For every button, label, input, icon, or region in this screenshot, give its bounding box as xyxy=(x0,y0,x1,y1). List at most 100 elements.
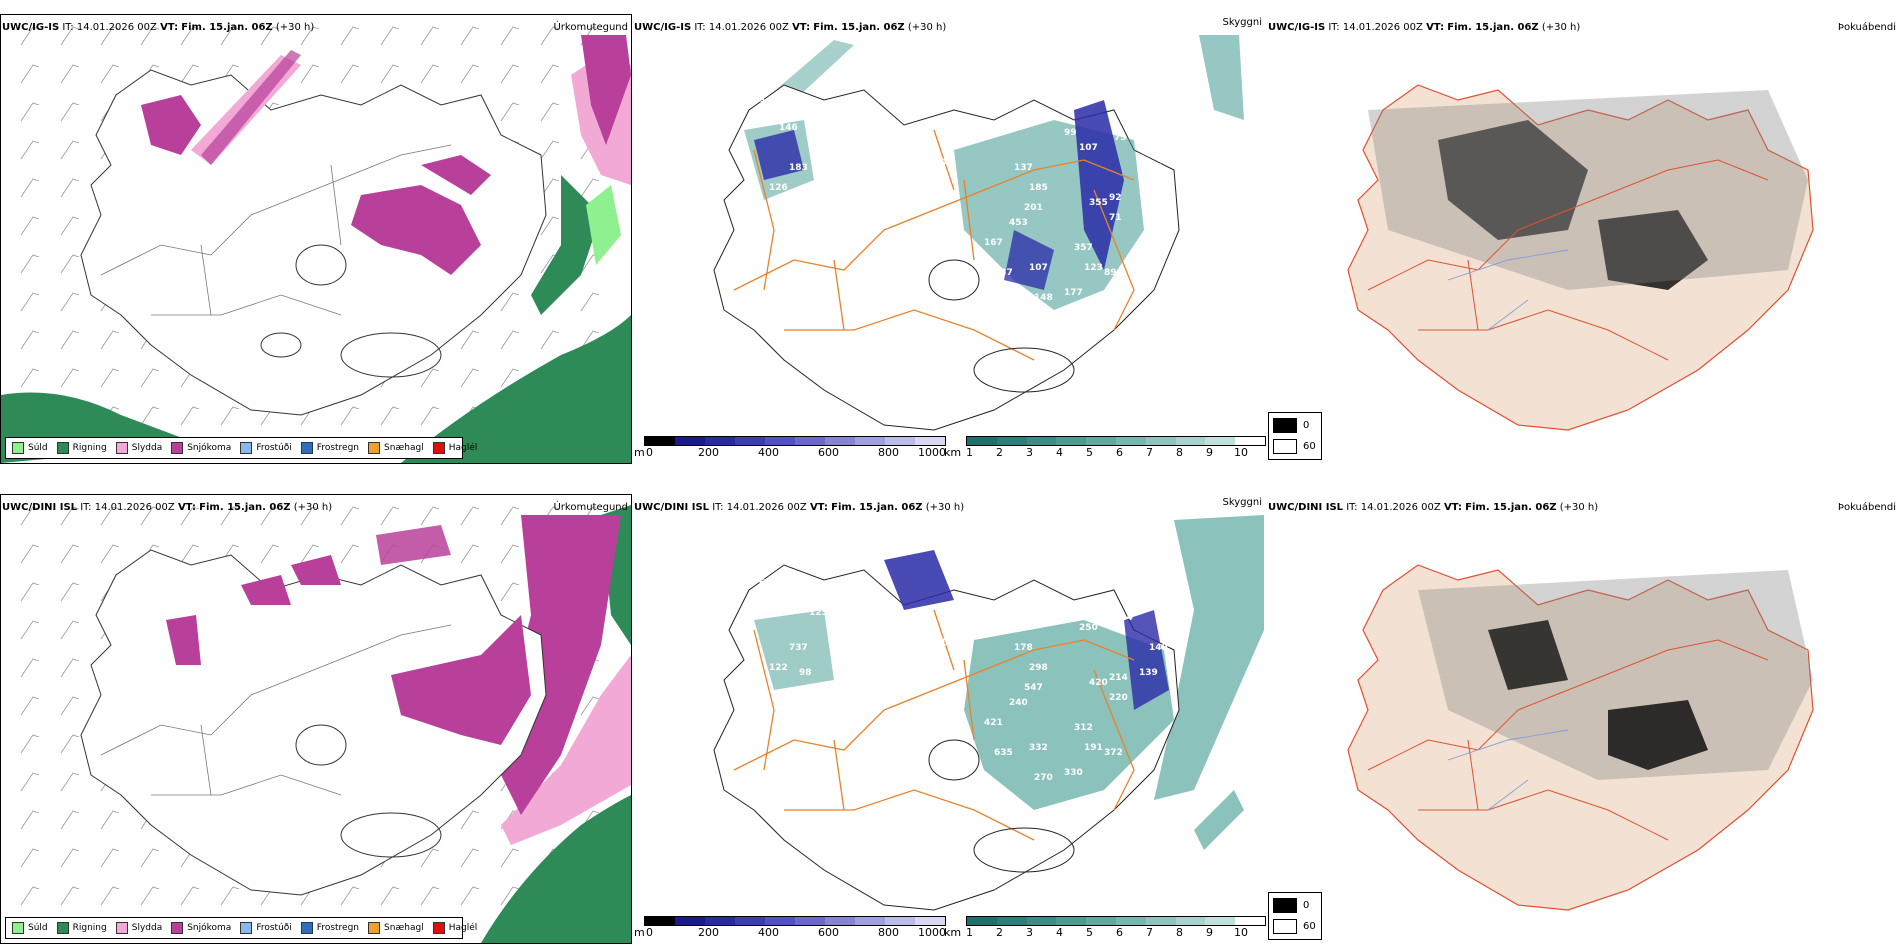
panel-title: Úrkomutegund xyxy=(553,502,628,513)
wind-barb xyxy=(540,26,560,46)
wind-barb xyxy=(100,368,120,388)
road-network xyxy=(733,609,1135,841)
colorbar-segment xyxy=(1115,917,1146,925)
visibility-value-label: 137 xyxy=(1014,163,1033,173)
wind-barb xyxy=(140,26,160,46)
legend-swatch xyxy=(432,442,445,454)
glacier xyxy=(973,347,1075,393)
colorbar-segment xyxy=(1086,917,1116,925)
colorbar-tick: 8 xyxy=(1176,926,1183,939)
colorbar-tick: 200 xyxy=(698,926,719,939)
snow-area xyxy=(501,515,621,815)
teal-fog-area xyxy=(754,610,834,690)
legend-swatch xyxy=(432,922,445,934)
snow-area xyxy=(421,155,491,195)
snow-area xyxy=(376,525,451,565)
wind-barb xyxy=(460,810,480,830)
wind-barb xyxy=(460,64,480,84)
wind-barb xyxy=(500,102,520,122)
wind-barb xyxy=(340,506,360,526)
legend-swatch xyxy=(12,922,24,934)
fog-grey-area xyxy=(1368,90,1808,290)
legend-swatch xyxy=(171,922,184,934)
colorbar-tick: 9 xyxy=(1206,926,1213,939)
wind-barb xyxy=(60,140,80,160)
wind-barb xyxy=(60,254,80,274)
visibility-value-label: 378 xyxy=(759,98,778,108)
legend-swatch xyxy=(1273,919,1297,934)
wind-barb xyxy=(20,696,40,716)
colorbar-unit: m xyxy=(634,926,645,939)
wind-barb xyxy=(380,506,400,526)
legend-item: Haglél xyxy=(432,922,477,934)
visibility-value-label: 646 xyxy=(759,578,778,588)
colorbar-segment xyxy=(795,437,825,445)
wind-barb xyxy=(500,330,520,350)
wind-barb xyxy=(20,810,40,830)
colorbar-segment xyxy=(1175,917,1206,925)
wind-barb xyxy=(500,368,520,388)
wind-barb xyxy=(60,886,80,906)
wind-barb xyxy=(500,582,520,602)
wind-barb xyxy=(20,848,40,868)
legend-swatch xyxy=(115,922,128,934)
legend-item: Haglél xyxy=(432,442,477,454)
wind-barb xyxy=(140,886,160,906)
visibility-value-label: 737 xyxy=(789,643,808,653)
wind-barb xyxy=(380,406,400,426)
colorbar-segment xyxy=(885,917,915,925)
visibility-value-label: 312 xyxy=(1074,723,1093,733)
wind-barb xyxy=(60,368,80,388)
wind-barb xyxy=(20,506,40,526)
legend-swatch xyxy=(240,442,253,454)
visibility-value-label: 139 xyxy=(1139,668,1158,678)
colorbar-tick: 6 xyxy=(1116,446,1123,459)
visibility-value-label: 337 xyxy=(809,128,828,138)
glacier xyxy=(973,827,1075,873)
legend-swatch xyxy=(56,922,69,934)
visibility-value-label: 330 xyxy=(1064,768,1083,778)
colorbar-segment xyxy=(735,917,765,925)
legend-swatch xyxy=(368,922,381,934)
visibility-value-label: 146 xyxy=(779,123,798,133)
legend-item: Snjókoma xyxy=(171,442,231,454)
colorbar-segment xyxy=(1145,917,1176,925)
wind-barb xyxy=(420,886,440,906)
visibility-value-label: 126 xyxy=(769,183,788,193)
snow-area xyxy=(351,185,481,275)
colorbar-tick: 10 xyxy=(1234,926,1248,939)
navy-low-vis xyxy=(1074,100,1124,270)
wind-barb xyxy=(60,26,80,46)
visibility-value-label: 92 xyxy=(1109,193,1122,203)
visibility-value-label: 201 xyxy=(1024,203,1043,213)
legend-swatch xyxy=(1273,898,1297,913)
rain-area xyxy=(531,175,601,315)
colorbar-tick: 0 xyxy=(646,446,653,459)
colorbar-tick: 6 xyxy=(1116,926,1123,939)
colorbar-segment xyxy=(645,917,675,925)
wind-barb xyxy=(420,368,440,388)
fog-map xyxy=(1347,564,1814,911)
navy-low-vis xyxy=(754,130,804,180)
wind-barb xyxy=(260,544,280,564)
wind-barb xyxy=(340,26,360,46)
legend-item: Frostregn xyxy=(300,922,359,934)
colorbar-segment xyxy=(645,437,675,445)
visibility-value-label: 122 xyxy=(769,663,788,673)
visibility-value-label: 90 xyxy=(934,158,947,168)
fog-grey-area xyxy=(1418,570,1813,780)
colorbar-tick: 600 xyxy=(818,446,839,459)
navy-low-vis xyxy=(884,550,954,610)
wind-barb xyxy=(540,178,560,198)
visibility-colorbar: km 1 2 3 4 5 6 7 8 9 10 xyxy=(944,916,1266,940)
glacier xyxy=(340,812,442,858)
wind-barb xyxy=(460,544,480,564)
wind-barb xyxy=(500,506,520,526)
wind-barb xyxy=(500,544,520,564)
wind-barb xyxy=(500,886,520,906)
precip-map xyxy=(20,505,631,943)
wind-barb xyxy=(580,330,600,350)
snow-area xyxy=(391,615,531,745)
